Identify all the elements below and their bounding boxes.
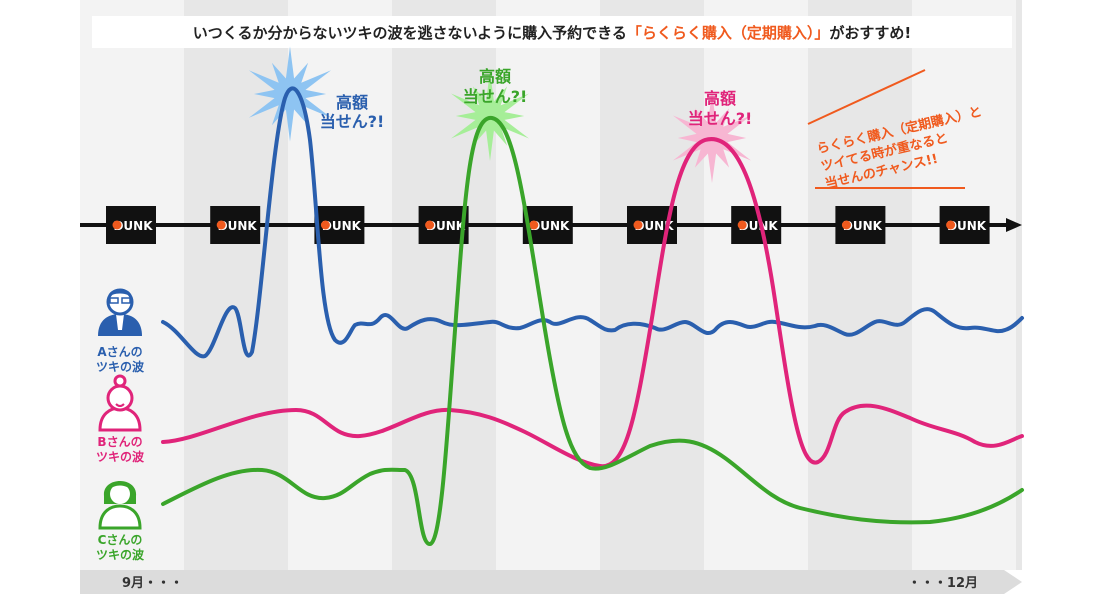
burst-label-b: 高額 当せん?! [688, 89, 753, 128]
burst-a-line1: 高額 [336, 93, 368, 112]
dunk-label: DUNK [947, 219, 987, 233]
man-with-glasses-icon [98, 288, 142, 336]
dunk-label: DUNK [426, 219, 466, 233]
dunk-release-marker: DUNK [314, 206, 365, 244]
wave-a [161, 86, 1024, 359]
banner-text-before: いつくるか分からないツキの波を逃さないように購入予約できる [193, 24, 627, 42]
background-stripe [912, 0, 1016, 570]
person-a-line1: Aさんの [97, 345, 142, 359]
dunk-logo-dot-icon [633, 220, 643, 230]
dunk-release-marker: DUNK [210, 206, 261, 244]
woman-short-hair-icon [98, 481, 142, 530]
woman-with-bun-icon [98, 374, 142, 432]
burst-b-line2: 当せん?! [688, 109, 753, 128]
burst-label-a: 高額 当せん?! [320, 93, 385, 131]
banner-text: いつくるか分からないツキの波を逃さないように購入予約できる「らくらく購入（定期購… [193, 24, 911, 42]
background-stripe [80, 0, 184, 570]
blue-starburst-icon [248, 46, 332, 142]
burst-c-line2: 当せん?! [463, 87, 528, 106]
dunk-logo-dot-icon [737, 220, 747, 230]
month-axis-arrow-icon [80, 570, 1022, 594]
banner: いつくるか分からないツキの波を逃さないように購入予約できる「らくらく購入（定期購… [92, 16, 1012, 48]
dunk-label: DUNK [530, 219, 570, 233]
background-stripe [808, 0, 912, 570]
dunk-logo-dot-icon [946, 220, 956, 230]
dunk-release-marker: DUNK [939, 206, 990, 244]
burst-label-c: 高額 当せん?! [463, 67, 528, 106]
dunk-logo-dot-icon [529, 220, 539, 230]
burst-a-line2: 当せん?! [320, 112, 385, 131]
person-c-line1: Cさんの [98, 533, 143, 547]
person-b-line2: ツキの波 [96, 449, 145, 464]
person-b-line1: Bさんの [97, 435, 142, 449]
person-a: Aさんの ツキの波 [96, 288, 145, 374]
release-markers: DUNK DUNK DUNK DUNK DUNK DUNK DUNK DUNK DUNK [106, 206, 990, 244]
dunk-label: DUNK [843, 219, 883, 233]
burst-a [248, 46, 332, 142]
release-timeline: DUNK DUNK DUNK DUNK DUNK DUNK DUNK DUNK DUNK [80, 206, 1022, 244]
banner-box [92, 16, 1012, 48]
person-a-line2: ツキの波 [96, 359, 145, 374]
background-stripe [1016, 0, 1022, 570]
background-stripes [80, 0, 1022, 570]
wave-c [161, 116, 1024, 546]
background-stripe [600, 0, 704, 570]
note-top-line [807, 69, 926, 125]
person-c-line2: ツキの波 [96, 547, 145, 562]
dunk-label: DUNK [218, 219, 258, 233]
dunk-logo-dot-icon [425, 220, 435, 230]
dunk-label: DUNK [634, 219, 674, 233]
person-b: Bさんの ツキの波 [96, 374, 145, 464]
person-c: Cさんの ツキの波 [96, 481, 145, 562]
dunk-logo-dot-icon [320, 220, 330, 230]
burst-b-line1: 高額 [704, 89, 736, 108]
timeline-arrow-icon [1006, 218, 1022, 232]
banner-text-accent: 「らくらく購入（定期購入）」 [627, 24, 830, 42]
axis-end-label: ・・・12月 [908, 576, 978, 591]
background-stripe [704, 0, 808, 570]
dunk-label: DUNK [113, 219, 153, 233]
wave-b [161, 137, 1024, 469]
dunk-release-marker: DUNK [106, 206, 156, 244]
dunk-release-marker: DUNK [835, 206, 886, 244]
dunk-logo-dot-icon [841, 220, 851, 230]
dunk-logo-dot-icon [112, 220, 122, 230]
month-axis: 9月・・・ ・・・12月 [80, 570, 1022, 594]
burst-c-line1: 高額 [479, 67, 511, 86]
background-stripe [496, 0, 600, 570]
axis-start-label: 9月・・・ [122, 576, 183, 591]
dunk-logo-dot-icon [216, 220, 226, 230]
dunk-label: DUNK [322, 219, 362, 233]
banner-text-after: がおすすめ! [829, 24, 911, 42]
dunk-label: DUNK [739, 219, 779, 233]
